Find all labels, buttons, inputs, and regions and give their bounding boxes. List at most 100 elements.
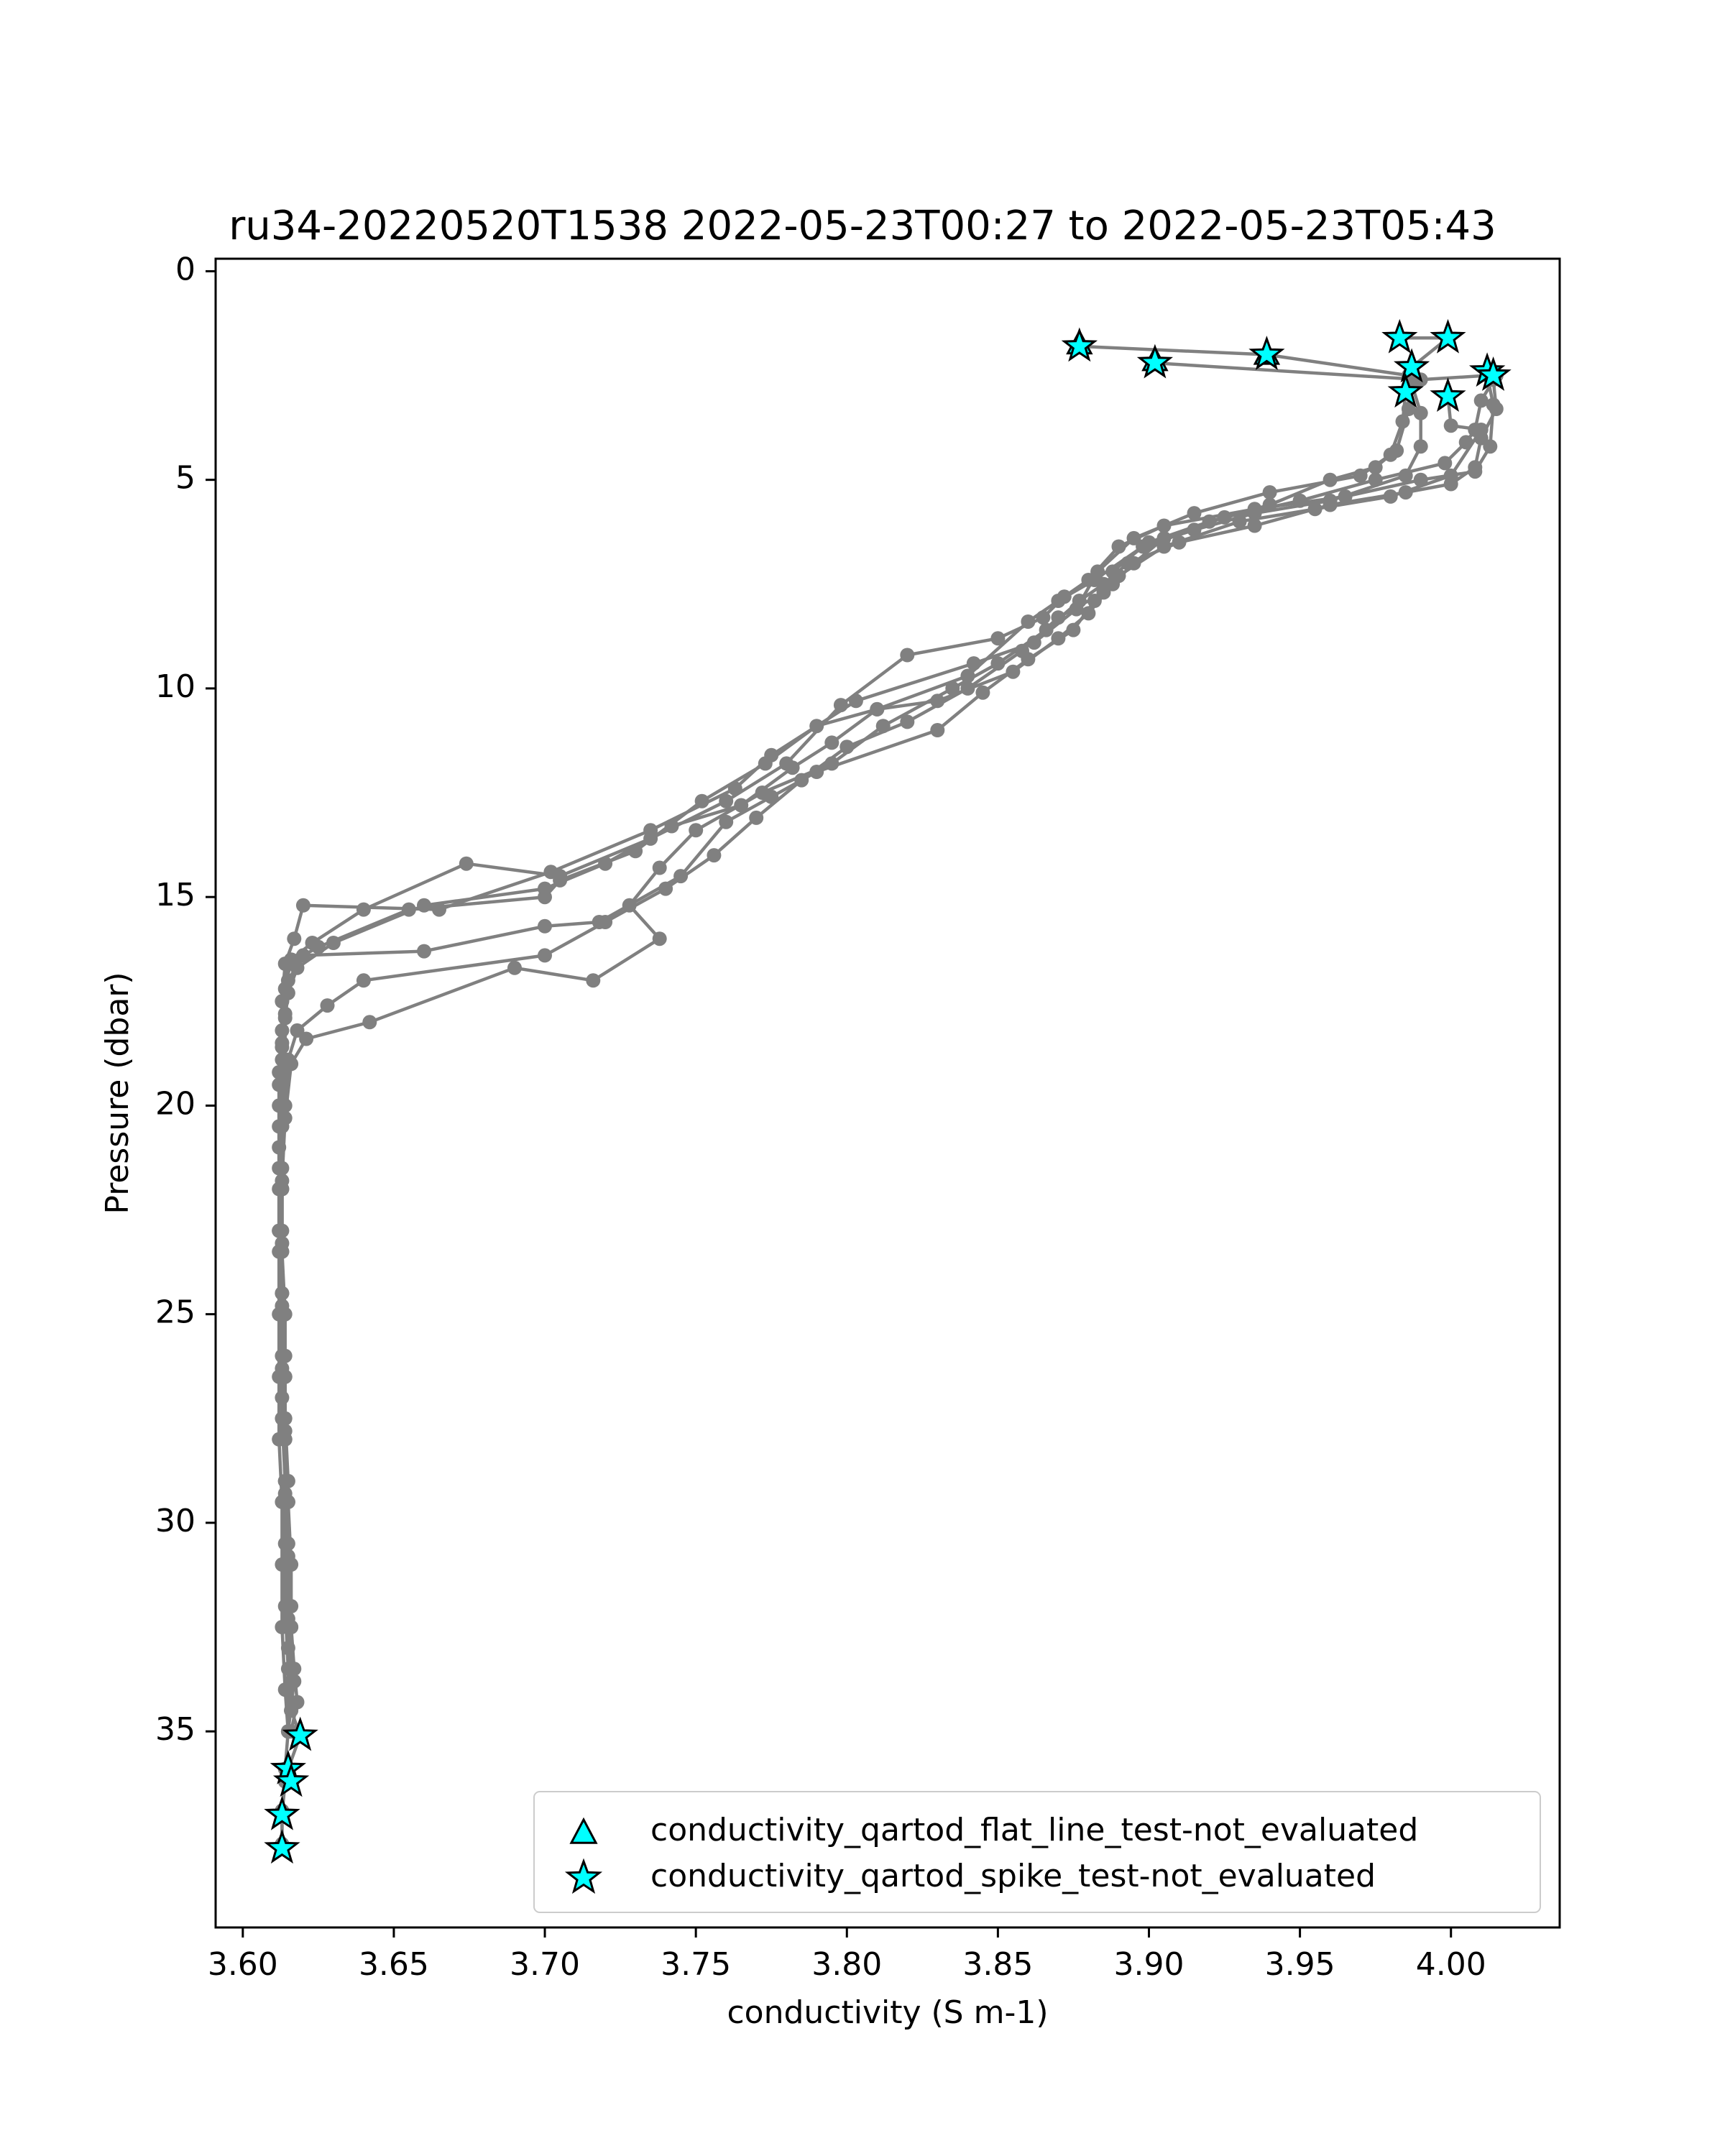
data-point <box>875 719 891 734</box>
x-tick-label: 3.60 <box>208 1946 278 1983</box>
star-flag-marker <box>1248 336 1285 370</box>
data-point <box>277 1424 293 1439</box>
chart-title: ru34-20220520T1538 2022-05-23T00:27 to 2… <box>229 203 1496 249</box>
y-tick-label: 10 <box>155 668 196 705</box>
y-tick-label: 0 <box>175 251 196 287</box>
x-tick-label: 3.90 <box>1114 1946 1184 1983</box>
legend-triangle-marker-icon <box>569 1817 598 1844</box>
data-point <box>824 735 840 750</box>
x-axis-label: conductivity (S m-1) <box>727 1994 1048 2031</box>
data-point <box>900 648 915 663</box>
data-point <box>1187 506 1202 521</box>
data-point <box>1368 460 1383 475</box>
data-point <box>538 948 552 963</box>
data-point <box>990 631 1006 646</box>
data-point <box>1136 539 1151 554</box>
data-point <box>1398 468 1413 483</box>
legend: conductivity_qartod_flat_line_test-not_e… <box>533 1791 1541 1913</box>
data-point <box>280 985 295 1000</box>
data-point <box>975 685 990 700</box>
star-flag-marker <box>1430 318 1466 354</box>
data-point <box>1383 447 1398 462</box>
plot-content <box>264 318 1512 1864</box>
data-point <box>356 902 371 917</box>
data-point <box>277 1110 293 1125</box>
data-point <box>652 931 667 946</box>
data-point <box>280 1549 295 1564</box>
data-point <box>719 793 734 808</box>
x-tick-label: 3.70 <box>510 1946 580 1983</box>
data-point <box>299 1031 314 1046</box>
star-flag-marker <box>1061 327 1098 362</box>
data-point <box>320 998 335 1013</box>
legend-star-marker-icon <box>564 1858 603 1894</box>
data-point <box>664 819 679 834</box>
star-flag-marker <box>1430 377 1466 412</box>
data-point <box>1468 460 1483 475</box>
flag-series-star <box>264 318 1512 1864</box>
star-flag-marker <box>1136 344 1173 379</box>
data-point <box>275 1173 290 1188</box>
data-point <box>507 960 522 975</box>
data-point <box>1473 393 1489 408</box>
data-point <box>284 1703 299 1718</box>
legend-box <box>533 1791 1541 1913</box>
data-point <box>622 898 637 913</box>
y-tick-label: 15 <box>155 877 196 913</box>
data-point <box>1489 402 1504 416</box>
data-point <box>749 810 764 825</box>
data-point <box>1262 485 1277 500</box>
data-point <box>1443 418 1458 433</box>
data-point <box>1187 522 1202 538</box>
y-tick-label: 20 <box>155 1085 196 1122</box>
data-point <box>1458 435 1473 450</box>
data-point <box>1039 622 1054 637</box>
data-point <box>1156 518 1172 533</box>
data-point <box>1413 405 1428 420</box>
data-point <box>930 723 945 737</box>
data-point <box>652 860 667 875</box>
data-point <box>538 881 552 896</box>
triangle-marker-shape <box>569 1817 598 1844</box>
x-tick-label: 3.75 <box>661 1946 731 1983</box>
y-tick-label: 35 <box>155 1711 196 1748</box>
data-point <box>1121 556 1136 571</box>
data-point <box>833 698 848 713</box>
data-point <box>295 948 310 963</box>
data-point <box>719 814 734 829</box>
legend-entry-spike-test: conductivity_qartod_spike_test-not_evalu… <box>650 1858 1376 1894</box>
star-flag-marker <box>1381 318 1418 354</box>
data-point <box>284 1056 299 1072</box>
x-tick-label: 3.65 <box>359 1946 429 1983</box>
data-point <box>1081 606 1096 621</box>
y-axis: 0 5 10 15 20 25 30 35 <box>155 251 216 1748</box>
star-flag-marker <box>1475 356 1512 391</box>
x-tick-label: 3.80 <box>811 1946 882 1983</box>
star-flag-marker <box>264 1829 300 1864</box>
data-point <box>694 793 709 808</box>
data-point <box>960 681 975 696</box>
data-point <box>290 1023 305 1038</box>
data-point <box>459 856 474 871</box>
data-point <box>1247 506 1262 521</box>
data-point <box>284 1599 299 1613</box>
star-marker-shape <box>564 1858 603 1894</box>
data-point <box>1096 576 1111 591</box>
data-point <box>417 898 431 913</box>
data-point <box>1066 622 1081 637</box>
data-point <box>1322 472 1338 487</box>
data-point <box>277 1010 293 1026</box>
data-point <box>275 1299 290 1314</box>
data-point <box>326 936 341 950</box>
data-point <box>275 1236 290 1250</box>
data-point <box>990 656 1006 671</box>
y-tick-label: 30 <box>155 1503 196 1539</box>
y-axis-label: Pressure (dbar) <box>99 972 136 1214</box>
data-point <box>1473 430 1489 446</box>
x-tick-label: 3.95 <box>1265 1946 1335 1983</box>
data-point <box>707 848 722 863</box>
data-point <box>1172 535 1187 550</box>
data-point <box>1443 476 1458 492</box>
data-point <box>538 918 552 934</box>
